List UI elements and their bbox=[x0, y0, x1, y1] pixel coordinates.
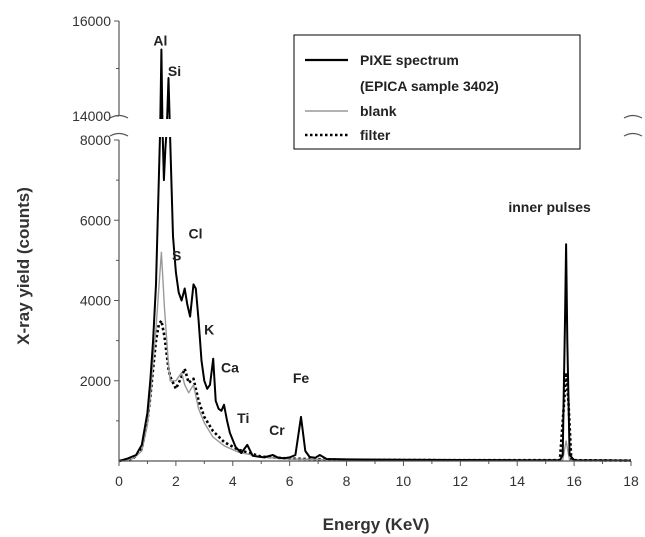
x-tick-label-12: 12 bbox=[453, 473, 469, 489]
y-tick-label-16000: 16000 bbox=[72, 13, 111, 29]
legend-label-pixe: PIXE spectrum bbox=[360, 52, 459, 68]
y-tick-label-4000: 4000 bbox=[80, 293, 111, 309]
legend-box bbox=[293, 34, 581, 150]
legend-label-pixe-sample: (EPICA sample 3402) bbox=[360, 78, 499, 94]
peak-label-cr: Cr bbox=[269, 422, 285, 438]
x-tick-label-14: 14 bbox=[509, 473, 525, 489]
axis-break-left-bottom bbox=[109, 132, 129, 137]
x-tick-label-0: 0 bbox=[115, 473, 123, 489]
axis-break-right-bottom bbox=[623, 132, 643, 137]
y-tick-label-2000: 2000 bbox=[80, 373, 111, 389]
x-tick-label-18: 18 bbox=[623, 473, 639, 489]
x-axis-title: Energy (KeV) bbox=[323, 515, 430, 534]
x-tick-label-8: 8 bbox=[343, 473, 351, 489]
peak-label-ca: Ca bbox=[221, 360, 239, 376]
series-line-filter bbox=[119, 319, 632, 463]
chart-marks: 0 2 4 6 8 10 12 14 16 18 2000 4000 6000 8000 14000 1600… bbox=[72, 13, 643, 489]
peak-label-cl: Cl bbox=[189, 225, 203, 241]
x-tick-label-4: 4 bbox=[229, 473, 237, 489]
legend-label-filter: filter bbox=[360, 127, 391, 143]
x-tick-label-16: 16 bbox=[566, 473, 582, 489]
y-tick-label-14000: 14000 bbox=[72, 108, 111, 124]
peak-label-inner-pulses: inner pulses bbox=[508, 199, 591, 215]
y-tick-label-6000: 6000 bbox=[80, 212, 111, 228]
peak-label-s: S bbox=[172, 247, 181, 263]
axes: 0 2 4 6 8 10 12 14 16 18 2000 4000 6000 8000 14000 1600… bbox=[72, 13, 643, 489]
y-axis-title: X-ray yield (counts) bbox=[14, 187, 33, 345]
series-line-blank bbox=[119, 251, 632, 462]
legend: PIXE spectrum (EPICA sample 3402) blank … bbox=[293, 34, 581, 150]
x-tick-label-2: 2 bbox=[172, 473, 180, 489]
x-tick-label-6: 6 bbox=[286, 473, 294, 489]
axis-break-right-top bbox=[623, 114, 643, 119]
peak-label-k: K bbox=[204, 322, 214, 338]
peak-label-si: Si bbox=[168, 63, 181, 79]
legend-label-blank: blank bbox=[360, 103, 397, 119]
peak-label-fe: Fe bbox=[293, 370, 310, 386]
peak-label-al: Al bbox=[153, 33, 167, 49]
peak-label-ti: Ti bbox=[237, 410, 249, 426]
x-tick-label-10: 10 bbox=[396, 473, 412, 489]
y-tick-label-8000: 8000 bbox=[80, 132, 111, 148]
